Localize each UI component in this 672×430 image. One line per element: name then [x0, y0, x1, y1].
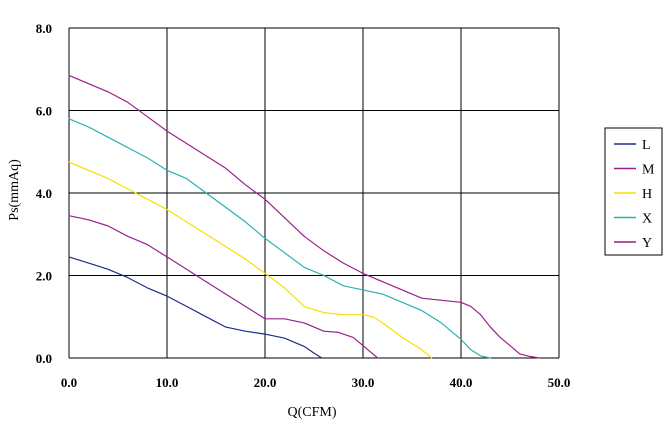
legend-label-l: L: [642, 138, 651, 153]
series-line-y: [68, 74, 540, 359]
y-tick-label: 8.0: [36, 21, 52, 36]
x-tick-label: 10.0: [156, 375, 179, 390]
series-line-l: [68, 256, 323, 359]
y-axis-label: Ps(mmAq): [7, 159, 22, 221]
y-tick-label: 4.0: [36, 186, 52, 201]
grid-layer: [68, 27, 560, 359]
series-layer: [68, 74, 540, 359]
legend-box: [604, 127, 663, 256]
y-tick-label: 0.0: [36, 351, 52, 366]
x-tick-label: 40.0: [450, 375, 473, 390]
x-tick-label: 50.0: [548, 375, 571, 390]
legend-label-x: X: [642, 212, 652, 227]
x-tick-label: 20.0: [254, 375, 277, 390]
series-line-x: [68, 118, 491, 359]
y-tick-label: 6.0: [36, 104, 52, 119]
legend-label-y: Y: [642, 236, 652, 251]
x-axis-label: Q(CFM): [287, 405, 336, 420]
legend-label-h: H: [642, 187, 652, 202]
x-tick-label: 30.0: [352, 375, 375, 390]
x-tick-label: 0.0: [61, 375, 77, 390]
series-line-m: [68, 215, 379, 359]
tick-labels: 0.0 10.0 20.0 30.0 40.0 50.0 0.0 2.0 4.0 6.0 8.0: [36, 21, 571, 390]
y-tick-label: 2.0: [36, 269, 52, 284]
series-line-h: [68, 161, 433, 359]
legend-label-m: M: [642, 163, 655, 178]
